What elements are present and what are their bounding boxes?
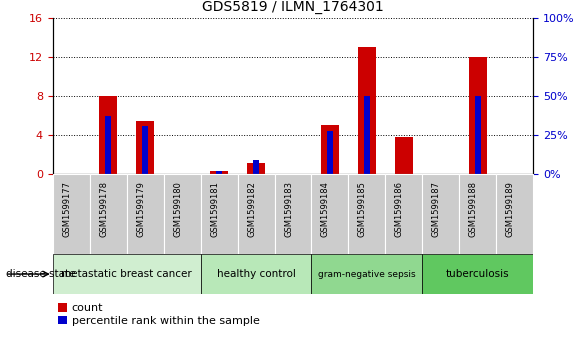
Bar [237,174,274,254]
Bar [163,174,200,254]
Title: GDS5819 / ILMN_1764301: GDS5819 / ILMN_1764301 [202,0,384,15]
Bar [459,174,496,254]
Text: GSM1599186: GSM1599186 [395,181,404,237]
Text: GSM1599177: GSM1599177 [62,181,71,237]
Text: GSM1599187: GSM1599187 [432,181,441,237]
Bar [321,126,339,174]
Bar [423,254,533,294]
Bar [216,171,222,174]
Bar [349,174,386,254]
Bar [247,163,265,174]
Bar [364,96,370,174]
Bar [394,137,413,174]
Text: metastatic breast cancer: metastatic breast cancer [62,269,192,279]
Text: healthy control: healthy control [217,269,295,279]
Text: GSM1599180: GSM1599180 [173,181,182,237]
Bar [423,174,459,254]
Bar [53,174,90,254]
Text: GSM1599185: GSM1599185 [358,181,367,237]
Text: GSM1599188: GSM1599188 [469,181,478,237]
Bar [53,254,200,294]
Bar [386,174,423,254]
Bar [142,126,148,174]
Text: GSM1599178: GSM1599178 [99,181,108,237]
Text: GSM1599183: GSM1599183 [284,181,293,237]
Bar [200,254,312,294]
Bar [105,117,111,174]
Text: tuberculosis: tuberculosis [446,269,510,279]
Bar [312,254,423,294]
Text: GSM1599189: GSM1599189 [506,181,515,237]
Bar [327,131,333,174]
Bar [99,96,117,174]
Text: disease state: disease state [6,269,76,279]
Bar [469,57,487,174]
Bar [127,174,163,254]
Bar [90,174,127,254]
Bar [200,174,237,254]
Bar [312,174,349,254]
Text: GSM1599184: GSM1599184 [321,181,330,237]
Bar [496,174,533,254]
Bar [253,160,259,174]
Bar [357,48,376,174]
Text: GSM1599179: GSM1599179 [136,181,145,237]
Bar [274,174,312,254]
Text: GSM1599181: GSM1599181 [210,181,219,237]
Text: GSM1599182: GSM1599182 [247,181,256,237]
Legend: count, percentile rank within the sample: count, percentile rank within the sample [58,303,260,326]
Bar [136,121,154,174]
Text: gram-negative sepsis: gram-negative sepsis [318,270,415,278]
Bar [210,171,229,174]
Bar [475,96,481,174]
